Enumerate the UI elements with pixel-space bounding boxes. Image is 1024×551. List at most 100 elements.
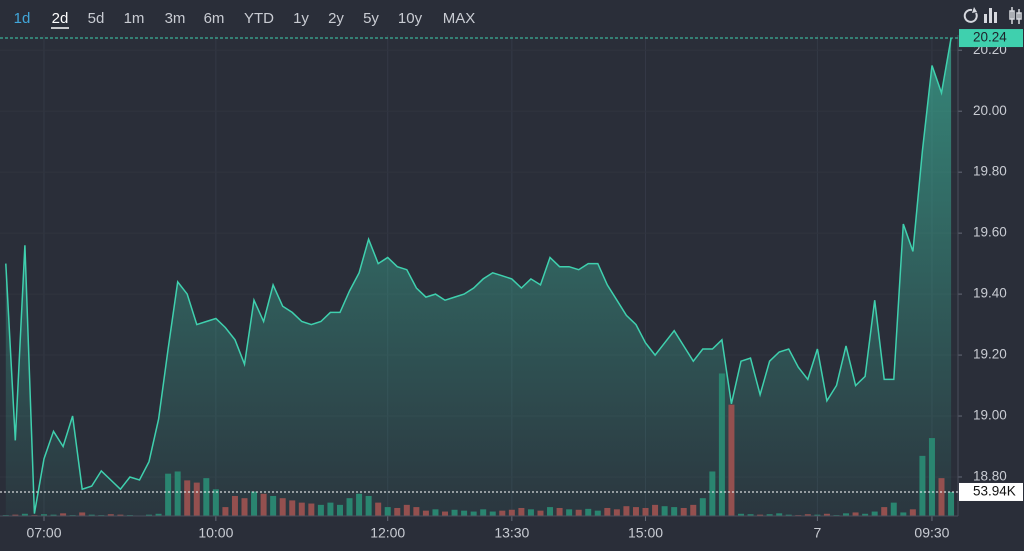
volume-bar (594, 510, 601, 516)
volume-bar (489, 511, 496, 516)
range-button[interactable]: 1m (124, 10, 145, 27)
volume-bar (356, 493, 363, 516)
volume-bar (317, 504, 324, 516)
volume-bar (537, 510, 544, 516)
volume-bar (718, 373, 725, 516)
volume-bar (203, 478, 210, 516)
volume-bar (461, 510, 468, 516)
volume-bar (174, 471, 181, 516)
volume-bar (432, 509, 439, 516)
volume-bar (900, 512, 907, 516)
volume-bar (442, 511, 449, 516)
x-tick-label: 15:00 (628, 525, 663, 541)
bar-icon[interactable] (984, 8, 997, 23)
volume-bar (671, 507, 678, 516)
volume-bar (308, 503, 315, 516)
y-tick-label: 19.40 (973, 286, 1007, 301)
volume-bar (680, 507, 687, 516)
volume-bar (652, 504, 659, 516)
volume-bar (79, 512, 86, 516)
volume-bar (375, 502, 382, 516)
range-button[interactable]: YTD (244, 10, 274, 27)
volume-bar (499, 510, 506, 516)
volume-bar (575, 509, 582, 516)
volume-bar (270, 495, 277, 516)
volume-bar (852, 512, 859, 516)
y-tick-label: 19.00 (973, 408, 1007, 423)
range-button[interactable]: 3m (165, 10, 186, 27)
volume-bar (690, 504, 697, 516)
volume-bar (165, 473, 172, 516)
volume-bar (451, 509, 458, 516)
volume-bar (146, 514, 153, 516)
x-tick-label: 10:00 (198, 525, 233, 541)
volume-bar (919, 455, 926, 516)
volume-bar (862, 513, 869, 516)
volume-bar (766, 514, 773, 516)
refresh-arrow (972, 7, 977, 13)
volume-bar (508, 509, 515, 516)
volume-bar (585, 508, 592, 516)
range-button[interactable]: 2y (328, 10, 344, 27)
volume-bar (938, 478, 945, 516)
volume-bar (623, 506, 630, 516)
volume-bar (709, 471, 716, 516)
volume-bar (212, 489, 219, 516)
volume-bar (470, 511, 477, 516)
volume-bar (251, 491, 258, 516)
volume-bar (613, 509, 620, 516)
range-button[interactable]: 5y (363, 10, 379, 27)
volume-bar (184, 480, 191, 516)
volume-bar (394, 507, 401, 516)
range-button[interactable]: 10y (398, 10, 423, 27)
range-button[interactable]: 6m (204, 10, 225, 27)
volume-bar (909, 509, 916, 516)
volume-bar (117, 514, 124, 516)
range-button[interactable]: 2d (52, 10, 69, 27)
price-line (5, 37, 952, 514)
volume-bar (327, 502, 334, 516)
volume-bar (50, 514, 57, 516)
volume-bar (928, 438, 935, 516)
volume-bar (336, 504, 343, 516)
refresh-icon[interactable] (963, 8, 978, 23)
volume-bar (518, 507, 525, 516)
volume-bar (365, 495, 372, 516)
x-tick-label: 07:00 (26, 525, 61, 541)
x-tick-label: 12:00 (370, 525, 405, 541)
volume-bar (747, 514, 754, 516)
volume-bar (222, 507, 229, 516)
volume-bar (193, 482, 200, 516)
candle-icon[interactable] (1009, 7, 1022, 24)
volume-bar (604, 507, 611, 516)
range-button[interactable]: MAX (443, 10, 476, 27)
range-button[interactable]: 1y (293, 10, 309, 27)
volume-bar (241, 498, 248, 516)
volume-bar (823, 513, 830, 516)
range-button[interactable]: 1d (14, 10, 31, 27)
last-price-box (959, 29, 1023, 48)
range-button[interactable]: 5d (88, 10, 105, 27)
volume-bar (231, 495, 238, 516)
volume-bar (632, 507, 639, 516)
volume-bar (155, 513, 162, 516)
price-area (5, 38, 952, 516)
last-volume-box (959, 482, 1023, 501)
x-tick-label: 09:30 (914, 525, 949, 541)
volume-bar (527, 509, 534, 516)
x-tick-label: 13:30 (494, 525, 529, 541)
volume-bar (843, 513, 850, 516)
volume-bar (40, 514, 47, 516)
volume-bar (890, 502, 897, 516)
volume-bar (12, 514, 19, 516)
volume-bar (480, 509, 487, 516)
volume-bar (814, 514, 821, 516)
volume-bar (757, 514, 764, 516)
volume-bar (566, 509, 573, 516)
volume-bar (298, 502, 305, 516)
volume-bar (547, 507, 554, 516)
toolbar: 1d 2d 5d 1m 3m 6m YTD 1y 2y 5y 10y MAX (14, 10, 476, 29)
y-tick-label: 19.80 (973, 164, 1007, 179)
volume-bar (279, 498, 286, 516)
